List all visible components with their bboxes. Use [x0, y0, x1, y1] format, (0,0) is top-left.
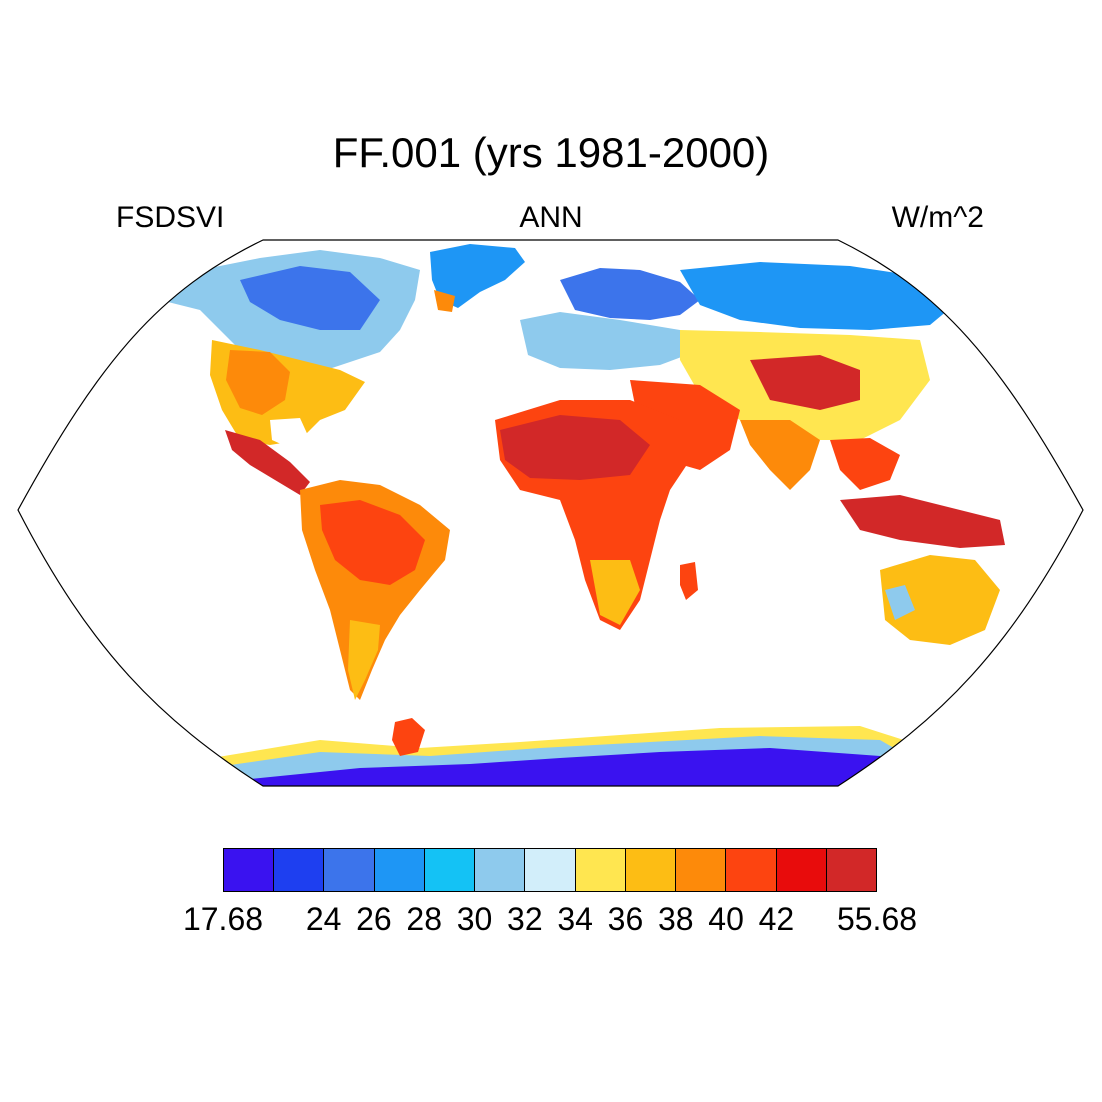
- europe-south: [520, 312, 700, 370]
- colorbar-tick-label: 42: [758, 901, 795, 937]
- north-america-blue: [240, 266, 380, 330]
- australia-west: [885, 585, 915, 620]
- colorbar-swatch: [826, 849, 877, 891]
- colorbar-swatch: [676, 849, 727, 891]
- colorbar-swatch: [475, 849, 526, 891]
- north-america-hot: [226, 350, 290, 415]
- colorbar: [223, 848, 877, 892]
- colorbar-tick-label: 30: [456, 901, 493, 937]
- variable-name: FSDSVI: [116, 201, 225, 234]
- colorbar-swatch: [575, 849, 626, 891]
- africa-south: [590, 560, 640, 625]
- colorbar-tick-label: 32: [507, 901, 543, 937]
- gulf-of-mexico: [270, 418, 310, 448]
- india: [740, 420, 820, 490]
- greenland: [430, 244, 525, 308]
- colorbar-swatch: [424, 849, 476, 891]
- season-label: ANN: [519, 201, 583, 234]
- antarctic-peninsula: [392, 718, 425, 756]
- colorbar-swatch: [224, 849, 275, 891]
- colorbar-swatch: [324, 849, 375, 891]
- colorbar-tick-label: 34: [557, 901, 593, 937]
- greenland-south: [434, 290, 455, 312]
- south-america-south: [348, 620, 380, 700]
- colorbar-swatch: [776, 849, 827, 891]
- central-america: [225, 430, 310, 495]
- colorbar-swatch: [726, 849, 777, 891]
- siberia: [680, 262, 960, 330]
- southeast-asia: [830, 438, 900, 490]
- colorbar-tick-label: 28: [406, 901, 443, 937]
- colorbar-tick-label: 26: [356, 901, 392, 937]
- tibet-hot: [750, 355, 860, 410]
- colorbar-swatch: [525, 849, 576, 891]
- colorbar-swatch: [374, 849, 425, 891]
- madagascar: [680, 562, 698, 600]
- colorbar-tick-label: 38: [657, 901, 694, 937]
- colorbar-swatch: [625, 849, 677, 891]
- sahara: [500, 415, 650, 480]
- colorbar-tick-label: 36: [607, 901, 644, 937]
- colorbar-swatch: [274, 849, 325, 891]
- new-zealand: [1000, 630, 1045, 668]
- colorbar-tick-label: 17.68: [182, 901, 264, 937]
- australia: [880, 555, 1000, 645]
- colorbar-tick-label: 24: [305, 901, 342, 937]
- plot-title: FF.001 (yrs 1981-2000): [332, 129, 770, 176]
- units-label: W/m^2: [891, 201, 984, 234]
- globe-outline: [17, 239, 1084, 787]
- antarctica-plateau: [240, 748, 920, 786]
- colorbar-tick-label: 55.68: [836, 901, 918, 937]
- south-america-core: [320, 500, 425, 585]
- europe-north: [560, 268, 700, 320]
- colorbar-tick-label: 40: [708, 901, 744, 937]
- indonesia: [840, 495, 1005, 548]
